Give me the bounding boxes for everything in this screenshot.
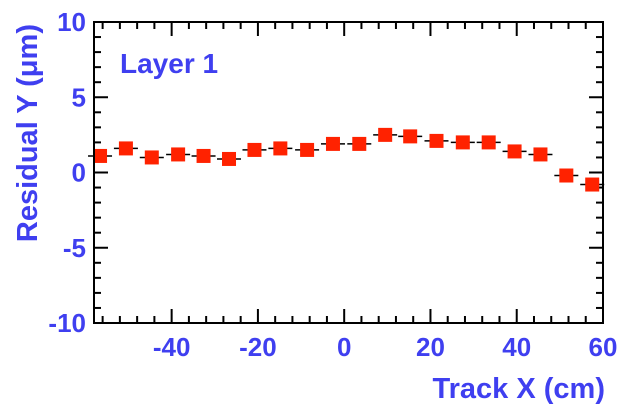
x-axis-label: Track X (cm) [433,373,605,405]
y-tick-label: 10 [57,7,86,37]
x-tick-label: -20 [239,332,277,362]
x-tick-label: 20 [416,332,445,362]
x-tick-label: 40 [502,332,531,362]
data-marker [378,127,393,142]
x-tick-label: -40 [153,332,191,362]
data-marker [247,142,262,157]
data-marker [144,150,159,165]
data-marker [325,136,340,151]
data-marker [273,141,288,156]
data-marker [533,147,548,162]
x-tick-label: 60 [589,332,618,362]
data-marker [196,148,211,163]
data-marker [429,133,444,148]
data-marker [559,168,574,183]
data-marker [455,135,470,150]
x-tick-label: 0 [337,332,351,362]
y-tick-label: -10 [48,308,86,338]
plot-frame [93,21,604,324]
data-marker [507,144,522,159]
data-marker [171,147,186,162]
data-marker [585,177,600,192]
tick-labels: -40 -20 0 20 40 60 -10 -5 0 5 10 [48,7,617,362]
data-marker [403,129,418,144]
data-marker [300,142,315,157]
layer-annotation: Layer 1 [120,48,218,79]
data-marker [352,136,367,151]
data-marker [93,148,108,163]
y-axis-label: Residual Y (μm) [12,24,44,242]
data-marker [222,151,237,166]
y-tick-label: 0 [72,158,86,188]
data-points [88,127,605,192]
y-tick-label: 5 [72,82,86,112]
data-marker [118,141,133,156]
data-marker [481,135,496,150]
y-tick-label: -5 [63,233,86,263]
